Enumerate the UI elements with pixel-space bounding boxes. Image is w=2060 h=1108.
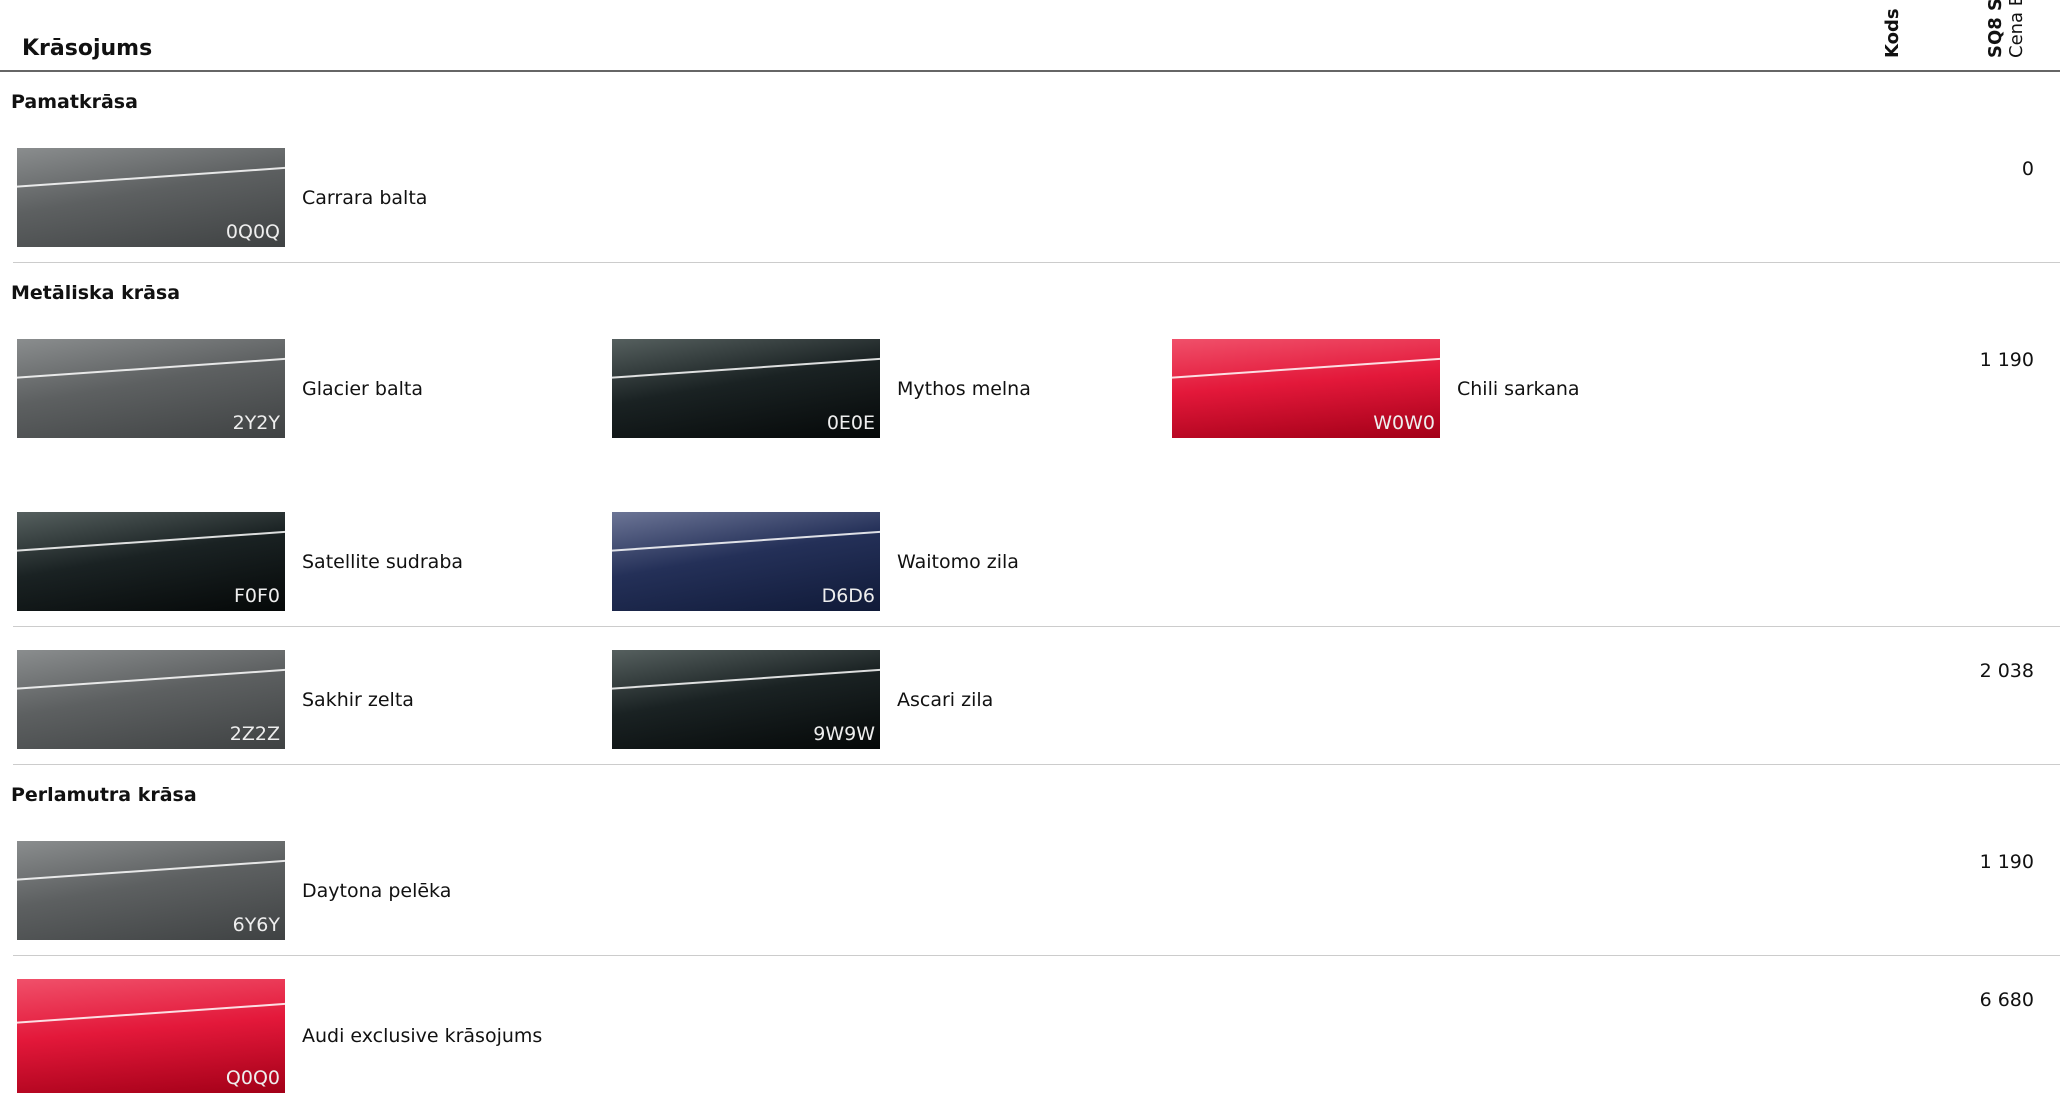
highlight xyxy=(17,1002,285,1025)
color-code: F0F0 xyxy=(233,585,280,607)
color-option: 2Y2Y Glacier balta xyxy=(13,339,608,438)
highlight xyxy=(17,858,285,881)
price: 2 038 xyxy=(1979,660,2034,682)
color-option: 9W9W Ascari zila xyxy=(608,650,1168,749)
color-name: Ascari zila xyxy=(897,688,994,711)
header-title: Krāsojums xyxy=(22,36,153,61)
highlight xyxy=(612,667,880,690)
swatch: 2Y2Y xyxy=(17,339,285,438)
highlight xyxy=(1172,356,1440,379)
color-name: Satellite sudraba xyxy=(302,550,464,573)
color-code: 2Y2Y xyxy=(232,412,280,434)
price: 1 190 xyxy=(1979,851,2034,873)
color-name: Audi exclusive krāsojums xyxy=(302,1025,543,1047)
color-option: F0F0 Satellite sudraba xyxy=(13,512,608,611)
color-code: 6Y6Y xyxy=(232,914,280,936)
price-group: 6 680 Q0Q0 Audi exclusive krāsojums xyxy=(13,956,2060,1108)
model-column: SQ8 S xyxy=(1985,0,2006,58)
color-code: 2Z2Z xyxy=(229,723,280,745)
swatch: 0E0E xyxy=(612,339,880,438)
color-rows: Q0Q0 Audi exclusive krāsojums xyxy=(13,979,1713,1093)
swatch: 6Y6Y xyxy=(17,841,285,940)
swatch: 9W9W xyxy=(612,650,880,749)
color-code: Q0Q0 xyxy=(225,1067,280,1089)
color-rows: 6Y6Y Daytona pelēka xyxy=(13,841,1713,940)
swatch: F0F0 xyxy=(17,512,285,611)
color-code: 9W9W xyxy=(813,723,875,745)
section-title: Metāliska krāsa xyxy=(11,282,181,304)
color-code: 0E0E xyxy=(826,412,875,434)
price: 1 190 xyxy=(1979,349,2034,371)
highlight xyxy=(17,667,285,690)
price-group: 2 038 2Z2Z Sakhir zelta 9W9W Ascari zila xyxy=(13,627,2060,765)
highlight xyxy=(612,356,880,379)
color-option: 6Y6Y Daytona pelēka xyxy=(13,841,608,940)
code-column: Kods xyxy=(1882,8,1903,58)
swatch: 0Q0Q xyxy=(17,148,285,247)
price-group: 1 190 6Y6Y Daytona pelēka xyxy=(13,818,2060,956)
highlight xyxy=(17,165,285,188)
color-name: Carrara balta xyxy=(302,186,428,209)
color-name: Waitomo zila xyxy=(897,550,1019,573)
swatch: 2Z2Z xyxy=(17,650,285,749)
color-name: Daytona pelēka xyxy=(302,879,452,902)
color-option: 0E0E Mythos melna xyxy=(608,339,1168,438)
color-list: Pamatkrāsa 0 0Q0Q Carrara balta Metāliska kr… xyxy=(0,72,2060,1108)
price: 0 xyxy=(2021,158,2034,180)
section-title: Pamatkrāsa xyxy=(11,91,138,113)
color-name: Mythos melna xyxy=(897,377,1031,400)
color-code: D6D6 xyxy=(821,585,875,607)
highlight xyxy=(17,529,285,552)
color-rows: 2Z2Z Sakhir zelta 9W9W Ascari zila xyxy=(13,650,1713,749)
color-option: 0Q0Q Carrara balta xyxy=(13,148,608,247)
table-header: Krāsojums Kods SQ8 S Cena E xyxy=(0,0,2060,72)
swatch: W0W0 xyxy=(1172,339,1440,438)
highlight xyxy=(612,529,880,552)
color-option: D6D6 Waitomo zila xyxy=(608,512,1168,611)
price: 6 680 xyxy=(1979,989,2034,1011)
color-code: 0Q0Q xyxy=(225,221,280,243)
color-name: Chili sarkana xyxy=(1457,377,1580,400)
price-column: Cena E xyxy=(2006,0,2027,58)
color-option: Q0Q0 Audi exclusive krāsojums xyxy=(13,979,608,1093)
swatch: Q0Q0 xyxy=(17,979,285,1093)
color-option: W0W0 Chili sarkana xyxy=(1168,339,1708,438)
highlight xyxy=(17,356,285,379)
price-group: 1 190 2Y2Y Glacier balta 0E0E Mythos melna W0… xyxy=(13,316,2060,627)
color-rows: 0Q0Q Carrara balta xyxy=(13,148,1713,247)
section-title: Perlamutra krāsa xyxy=(11,784,197,806)
color-name: Glacier balta xyxy=(302,377,423,400)
color-name: Sakhir zelta xyxy=(302,688,414,711)
price-group: 0 0Q0Q Carrara balta xyxy=(13,125,2060,263)
color-code: W0W0 xyxy=(1373,412,1435,434)
color-option: 2Z2Z Sakhir zelta xyxy=(13,650,608,749)
color-rows: 2Y2Y Glacier balta 0E0E Mythos melna W0W0 Chi… xyxy=(13,339,1713,611)
swatch: D6D6 xyxy=(612,512,880,611)
